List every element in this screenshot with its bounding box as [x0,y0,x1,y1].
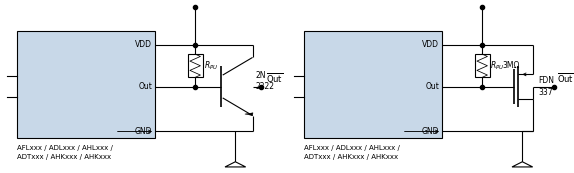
Text: AFLxxx / ADLxxx / AHLxxx /
ADTxxx / AHKxxx / AHKxxx: AFLxxx / ADLxxx / AHLxxx / ADTxxx / AHKx… [17,145,113,160]
Text: GND: GND [422,127,439,136]
Bar [17,31,155,138]
Text: AFLxxx / ADLxxx / AHLxxx /
ADTxxx / AHKxxx / AHKxxx: AFLxxx / ADLxxx / AHLxxx / ADTxxx / AHKx… [304,145,400,160]
Polygon shape [225,162,246,167]
Text: GND: GND [135,127,152,136]
Bar [188,54,203,77]
Text: $\overline{\mathrm{Out}}$: $\overline{\mathrm{Out}}$ [557,71,574,85]
Text: 3MΩ: 3MΩ [503,61,520,70]
Text: VDD: VDD [135,40,152,49]
Text: Out: Out [138,82,152,91]
Text: VDD: VDD [186,0,204,2]
Text: $R_{PU}$: $R_{PU}$ [490,60,505,72]
Text: VDD: VDD [422,40,439,49]
Polygon shape [245,113,253,116]
Text: $\overline{\mathrm{Out}}$: $\overline{\mathrm{Out}}$ [266,71,283,85]
Text: 2N
2222: 2N 2222 [255,71,274,91]
Text: FDN
337: FDN 337 [538,76,554,97]
Text: Out: Out [425,82,439,91]
Bar [475,54,490,77]
Text: VDD: VDD [473,0,491,2]
Bar [304,31,442,138]
Polygon shape [512,162,533,167]
Text: $R_{PU}$: $R_{PU}$ [204,60,219,72]
